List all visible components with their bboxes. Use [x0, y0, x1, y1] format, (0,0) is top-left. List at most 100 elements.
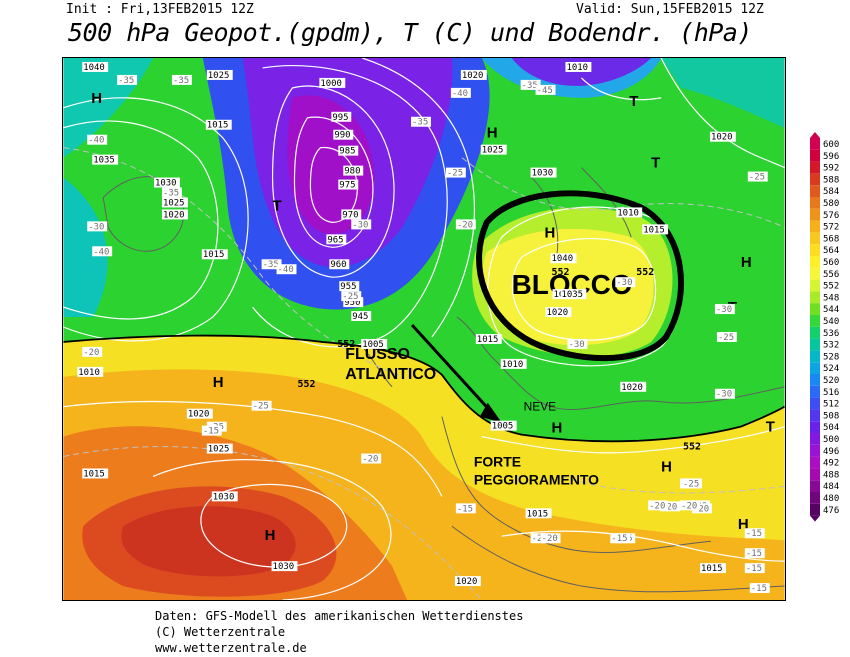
- legend-swatch: [810, 291, 820, 304]
- legend-swatch: [810, 244, 820, 256]
- isotherm-1: [63, 147, 403, 378]
- temp-label: -20: [693, 504, 709, 514]
- isobar-label: 1025: [163, 198, 185, 208]
- temp-label-bg: [530, 533, 551, 544]
- legend-value: 504: [823, 423, 839, 433]
- isobar-high-inner: [511, 238, 657, 341]
- isobar-ne-2: [580, 77, 662, 101]
- isobar-label: 1015: [203, 250, 225, 260]
- isobar-label-bg: [351, 311, 372, 322]
- isobar-label-bg: [201, 249, 228, 260]
- isobar-1: [63, 97, 249, 342]
- isobar-label-bg: [206, 443, 233, 454]
- block-outline: [476, 190, 685, 362]
- isobar-label: 1005: [362, 340, 384, 350]
- temp-label-bg: [341, 291, 362, 302]
- legend-value: 552: [823, 282, 839, 292]
- flow-arrow: [410, 324, 495, 416]
- coast-north-africa: [451, 525, 785, 593]
- color-legend: 6005965925885845805765725685645605565525…: [810, 132, 839, 522]
- isobar-label-bg: [616, 207, 643, 218]
- legend-swatch: [810, 326, 820, 339]
- legend-value: 584: [823, 187, 839, 197]
- pressure-center-label: H: [545, 224, 556, 241]
- isobar-label-bg: [161, 209, 188, 220]
- temp-label-bg: [251, 400, 272, 411]
- snow-label: NEVE: [524, 400, 557, 414]
- field-violet-north: [511, 58, 652, 86]
- worsening-label-2: PEGGIORAMENTO: [474, 471, 599, 487]
- isobar-label-bg: [206, 69, 233, 80]
- isobar-label-bg: [271, 561, 298, 572]
- isobar-label: 955: [340, 282, 356, 292]
- temp-label-bg: [261, 259, 282, 270]
- isobar-label-bg: [343, 165, 364, 176]
- legend-swatch: [810, 279, 820, 292]
- isobar-label: 1005: [492, 422, 514, 432]
- temp-label: -25: [683, 479, 699, 489]
- pressure-center-label: H: [552, 420, 563, 437]
- isobar-label-bg: [341, 209, 362, 220]
- legend-swatch: [810, 197, 820, 209]
- field-cyan-w: [63, 177, 108, 318]
- isobar-label-bg: [460, 69, 487, 80]
- temp-label-bg: [714, 388, 735, 399]
- legend-value: 580: [823, 199, 839, 209]
- isobar-label-bg: [211, 491, 238, 502]
- isobar-label: 1020: [163, 210, 185, 220]
- temp-label-bg: [714, 304, 735, 315]
- isobar-label: 965: [327, 235, 343, 245]
- temp-label: -35: [263, 260, 279, 270]
- flow-arrow-head: [479, 402, 502, 423]
- isobar-label-bg: [343, 297, 364, 308]
- temp-label-bg: [749, 583, 770, 594]
- isobar-label: 1025: [208, 71, 230, 81]
- temp-label-bg: [201, 425, 222, 436]
- temp-label: -20: [83, 348, 99, 358]
- pressure-center-label: H: [661, 458, 672, 475]
- isobar-label-bg: [161, 197, 188, 208]
- legend-value: 532: [823, 341, 839, 351]
- temp-label: -30: [716, 305, 732, 315]
- geopot-label: 552: [552, 267, 570, 278]
- temp-label-bg: [411, 116, 431, 127]
- isobar-label: 1020: [188, 410, 210, 420]
- legend-value: 500: [823, 435, 839, 445]
- isobar-label-bg: [699, 563, 726, 574]
- isobar-2: [63, 120, 219, 320]
- legend-value: 512: [823, 400, 839, 410]
- isobar-label-bg: [620, 381, 647, 392]
- legend-swatch: [810, 433, 820, 445]
- pressure-center-label: H: [265, 527, 276, 544]
- legend-value: 564: [823, 246, 839, 256]
- temp-label-bg: [455, 503, 476, 514]
- legend-swatch: [810, 232, 820, 245]
- isobar-labels: 1040 1035 1030 1025 1020 1015 1015 1000 995 990 98…: [77, 61, 736, 587]
- isobar-label: 1015: [643, 225, 665, 235]
- isobar-label-bg: [490, 420, 517, 431]
- legend-value: 568: [823, 234, 839, 244]
- legend-value: 600: [823, 140, 839, 150]
- temp-label: -35: [163, 188, 179, 198]
- pressure-center-label: T: [273, 197, 282, 214]
- isobar-label: 1020: [621, 383, 643, 393]
- temp-label: -35: [118, 76, 134, 86]
- temp-label: -40: [88, 136, 104, 146]
- isobar-label-bg: [550, 253, 577, 264]
- legend-value: 508: [823, 411, 839, 421]
- temp-label: -20: [542, 534, 558, 544]
- geopot-552-line: [63, 334, 785, 443]
- isobar-low-1: [271, 85, 395, 278]
- legend-swatch: [810, 208, 820, 221]
- temp-label-bg: [82, 346, 103, 357]
- isobar-label: 980: [344, 167, 360, 177]
- init-time: Init : Fri,13FEB2015 12Z: [66, 2, 254, 17]
- isobar-label: 945: [352, 312, 368, 322]
- legend-value: 528: [823, 352, 839, 362]
- temp-label: -15: [457, 504, 473, 514]
- temp-label-bg: [361, 453, 382, 464]
- pressure-center-label: T: [629, 93, 638, 110]
- temp-label-bg: [744, 528, 765, 539]
- isobar-high-outer: [487, 206, 684, 367]
- temp-label: -25: [718, 333, 734, 343]
